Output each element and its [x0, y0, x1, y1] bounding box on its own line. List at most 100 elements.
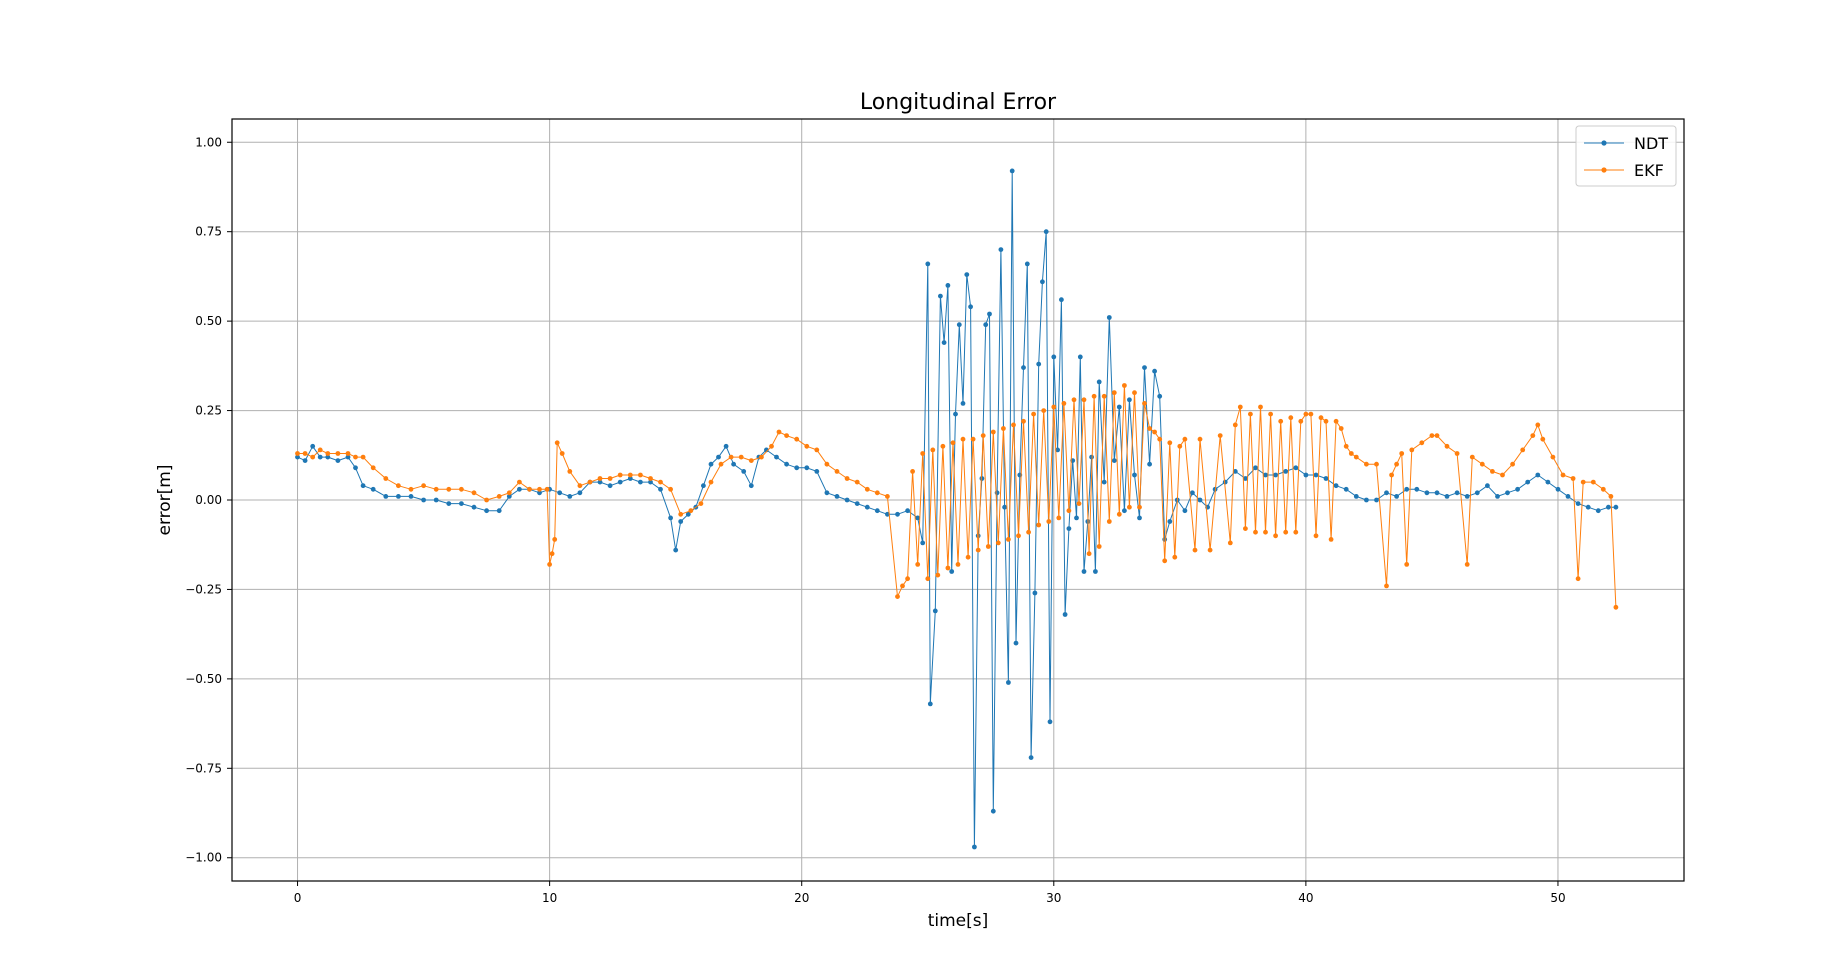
data-point-ekf — [854, 479, 860, 485]
data-point-ndt — [1047, 719, 1053, 725]
data-point-ekf — [925, 576, 931, 582]
data-point-ekf — [1258, 404, 1263, 410]
data-point-ndt — [1303, 472, 1309, 478]
data-point-ekf — [396, 483, 401, 489]
data-point-ekf — [559, 451, 565, 456]
data-point-ndt — [1444, 494, 1450, 499]
data-point-ekf — [1182, 436, 1188, 442]
data-point-ekf — [1177, 443, 1183, 449]
data-point-ndt — [1059, 297, 1064, 303]
data-point-ekf — [1066, 508, 1072, 514]
data-point-ekf — [607, 476, 613, 481]
data-point-ndt — [1394, 494, 1399, 499]
data-point-ndt — [723, 443, 729, 449]
data-point-ndt — [1157, 393, 1163, 399]
data-point-ndt — [1464, 494, 1470, 499]
data-point-ndt — [1137, 515, 1142, 521]
data-point-ekf — [658, 479, 663, 485]
data-point-ndt — [310, 443, 316, 449]
data-point-ndt — [1606, 504, 1611, 510]
data-point-ekf — [955, 562, 961, 567]
data-point-ekf — [1293, 529, 1299, 535]
axis-ticks: 0 10 20 30 40 50 1.00 0.75 0.50 0.25 0.00 −0.25 −0.5… — [185, 135, 1565, 905]
data-point-ekf — [1540, 436, 1546, 442]
chart-title: Longitudinal Error — [860, 90, 1057, 115]
data-point-ekf — [668, 486, 673, 492]
data-point-ekf — [1409, 447, 1415, 453]
data-point-ekf — [965, 554, 971, 560]
data-point-ekf — [698, 501, 704, 506]
data-point-ndt — [1585, 504, 1591, 510]
data-point-ekf — [708, 479, 714, 485]
data-point-ekf — [325, 451, 331, 456]
data-point-ekf — [1016, 533, 1021, 539]
data-point-ekf — [1011, 422, 1016, 428]
x-tick-label: 20 — [794, 891, 809, 905]
data-point-ekf — [1590, 479, 1596, 485]
data-point-ndt — [975, 533, 981, 539]
data-point-ndt — [1051, 354, 1057, 360]
data-point-ndt — [956, 322, 962, 328]
data-point-ndt — [1024, 261, 1030, 267]
data-point-ndt — [1613, 504, 1619, 510]
data-point-ndt — [537, 490, 542, 496]
data-point-ekf — [1323, 418, 1329, 424]
data-point-ndt — [1081, 569, 1087, 574]
data-point-ndt — [295, 454, 300, 460]
data-point-ekf — [353, 454, 358, 460]
data-point-ekf — [895, 594, 900, 599]
data-point-ekf — [547, 562, 552, 567]
data-point-ekf — [935, 572, 941, 578]
data-point-ndt — [517, 486, 522, 492]
data-point-ndt — [945, 283, 951, 288]
data-point-ndt — [1167, 519, 1173, 524]
data-point-ndt — [960, 401, 966, 406]
data-point-ekf — [1384, 583, 1389, 589]
y-axis-label: error[m] — [155, 465, 175, 536]
data-point-ekf — [1308, 411, 1314, 417]
data-point-ekf — [310, 454, 316, 460]
data-point-ekf — [1404, 562, 1410, 567]
data-point-ekf — [1364, 461, 1369, 467]
data-point-ekf — [471, 490, 477, 496]
data-point-ndt — [383, 494, 389, 499]
data-point-ndt — [1006, 680, 1011, 685]
data-point-ekf — [688, 508, 694, 514]
data-point-ekf — [1106, 519, 1112, 524]
data-point-ndt — [484, 508, 489, 514]
data-point-ekf — [804, 443, 810, 449]
data-point-ekf — [1237, 404, 1243, 410]
legend-box — [1575, 125, 1677, 187]
data-point-ndt — [972, 844, 977, 850]
data-point-ndt — [1077, 354, 1083, 360]
data-point-ekf — [1343, 443, 1349, 449]
data-point-ekf — [1575, 576, 1581, 582]
data-point-ndt — [1454, 490, 1460, 496]
data-point-ndt — [949, 569, 955, 574]
data-point-ekf — [421, 483, 426, 489]
data-point-ndt — [668, 515, 673, 521]
data-point-ndt — [345, 454, 351, 460]
data-point-ekf — [617, 472, 623, 478]
data-point-ndt — [941, 340, 947, 345]
data-point-ndt — [874, 508, 880, 514]
data-point-ekf — [1444, 443, 1450, 449]
data-point-ekf — [776, 429, 782, 435]
data-point-ndt — [824, 490, 830, 496]
data-point-ekf — [1026, 529, 1031, 535]
data-point-ekf — [1429, 433, 1435, 438]
data-point-ndt — [1182, 508, 1188, 514]
data-point-ekf — [1086, 551, 1092, 557]
data-point-ndt — [1040, 279, 1045, 285]
data-point-ekf — [408, 486, 414, 492]
data-point-ekf — [1263, 529, 1268, 535]
data-point-ndt — [433, 497, 439, 503]
data-point-ekf — [975, 547, 981, 553]
x-tick-label: 30 — [1046, 891, 1061, 905]
data-point-ndt — [471, 504, 477, 510]
data-point-ekf — [1001, 426, 1006, 431]
data-point-ekf — [370, 465, 376, 471]
data-point-ndt — [1062, 612, 1068, 617]
data-point-ekf — [769, 443, 774, 449]
